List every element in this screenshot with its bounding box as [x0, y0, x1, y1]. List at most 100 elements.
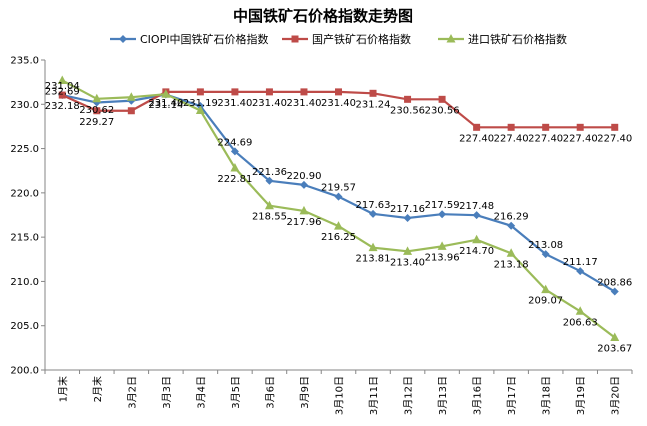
data-label: 229.27	[79, 117, 114, 128]
point-marker	[57, 75, 67, 84]
data-label: 224.69	[217, 137, 252, 148]
point-marker	[575, 306, 585, 315]
point-marker	[300, 88, 308, 96]
data-label: 213.96	[425, 252, 460, 263]
data-label: 213.18	[494, 259, 529, 270]
data-label: 213.81	[356, 254, 391, 265]
x-tick-label: 3月17日	[506, 376, 518, 415]
point-marker	[230, 147, 239, 156]
point-marker	[437, 241, 447, 250]
point-marker	[92, 93, 102, 103]
point-marker	[334, 192, 343, 201]
point-marker	[127, 107, 135, 115]
y-tick-label: 225.0	[10, 144, 39, 155]
point-marker	[196, 88, 204, 96]
data-label: 231.40	[286, 98, 321, 109]
x-tick-label: 3月5日	[230, 376, 242, 409]
x-tick-label: 3月9日	[299, 376, 311, 409]
chart-title: 中国铁矿石价格指数走势图	[233, 7, 413, 25]
data-label: 231.40	[148, 98, 183, 109]
point-marker	[506, 248, 516, 257]
legend-label: CIOPI中国铁矿石价格指数	[140, 32, 268, 46]
y-tick-label: 235.0	[10, 56, 39, 67]
data-label: 230.56	[425, 105, 460, 116]
x-tick-label: 3月18日	[541, 376, 553, 415]
data-label: 217.48	[459, 201, 494, 212]
x-tick-label: 3月4日	[195, 376, 207, 409]
point-marker	[472, 234, 482, 244]
x-tick-label: 2月末	[91, 376, 104, 402]
data-label: 230.62	[79, 105, 114, 116]
data-label: 227.40	[597, 133, 632, 144]
y-tick-label: 210.0	[10, 277, 39, 288]
x-tick-label: 3月2日	[126, 376, 138, 409]
data-label: 232.18	[45, 101, 80, 112]
x-tick-label: 1月末	[56, 376, 69, 402]
point-marker	[369, 89, 377, 97]
data-label: 217.16	[390, 204, 425, 215]
x-tick-label: 3月11日	[368, 376, 380, 415]
data-label: 227.40	[459, 133, 494, 144]
point-marker	[161, 89, 171, 98]
data-label: 227.40	[494, 133, 529, 144]
data-label: 216.25	[321, 232, 356, 243]
point-marker	[576, 267, 585, 276]
data-label: 231.04	[45, 81, 80, 92]
point-marker	[438, 95, 446, 103]
point-marker	[195, 105, 205, 114]
point-marker	[507, 123, 515, 131]
data-label: 208.86	[597, 278, 632, 289]
point-marker	[230, 162, 240, 172]
x-tick-label: 3月16日	[472, 376, 484, 415]
data-label: 231.19	[183, 98, 218, 109]
point-marker	[231, 88, 239, 96]
point-marker	[369, 209, 378, 218]
point-marker	[472, 211, 481, 220]
point-marker	[299, 205, 309, 215]
point-marker	[542, 123, 550, 131]
point-marker	[610, 332, 620, 341]
point-marker	[93, 107, 101, 115]
data-label: 211.17	[563, 257, 598, 268]
y-tick-label: 205.0	[10, 321, 39, 332]
data-label: 231.24	[356, 99, 391, 110]
x-tick-label: 3月13日	[437, 376, 449, 415]
point-marker	[438, 210, 447, 219]
point-marker	[126, 92, 136, 101]
point-marker	[265, 88, 273, 96]
point-marker	[265, 176, 274, 185]
legend-label: 进口铁矿石价格指数	[468, 32, 567, 46]
legend-marker	[119, 35, 127, 43]
data-label: 217.96	[286, 217, 321, 228]
data-label: 218.55	[252, 212, 287, 223]
data-label: 214.70	[459, 246, 494, 257]
data-label: 227.40	[563, 133, 598, 144]
y-tick-label: 215.0	[10, 233, 39, 244]
data-label: 231.40	[252, 98, 287, 109]
data-label: 217.59	[425, 200, 460, 211]
y-tick-label: 200.0	[10, 366, 39, 377]
point-marker	[58, 91, 66, 99]
legend-marker	[291, 35, 299, 43]
data-label: 209.07	[528, 296, 563, 307]
legend: CIOPI中国铁矿石价格指数 国产铁矿石价格指数 进口铁矿石价格指数	[110, 32, 567, 46]
data-label: 231.40	[321, 98, 356, 109]
data-label: 213.40	[390, 257, 425, 268]
x-tick-label: 3月3日	[161, 376, 173, 409]
data-label: 206.63	[563, 317, 598, 328]
data-label: 217.63	[356, 200, 391, 211]
point-marker	[299, 180, 308, 189]
point-marker	[403, 246, 413, 255]
data-label: 213.08	[528, 240, 563, 251]
axes: 200.0 205.0 210.0 215.0 220.0 225.0 230.0 235.0…	[10, 56, 633, 415]
legend-marker	[446, 34, 456, 43]
data-label: 203.67	[597, 343, 632, 354]
point-marker	[610, 287, 619, 296]
y-tick-label: 230.0	[10, 100, 39, 111]
point-marker	[507, 221, 516, 230]
data-label: 221.36	[252, 167, 287, 178]
point-marker	[368, 242, 378, 252]
data-label: 220.90	[286, 171, 321, 182]
